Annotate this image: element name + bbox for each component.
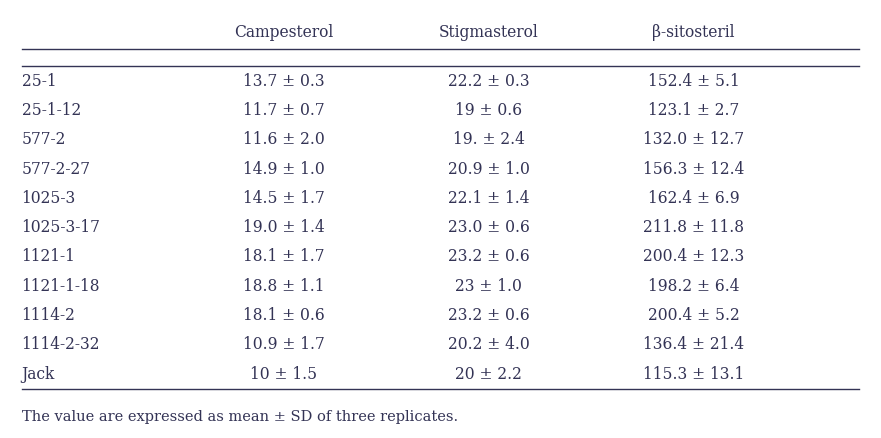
- Text: 132.0 ± 12.7: 132.0 ± 12.7: [643, 131, 744, 148]
- Text: 211.8 ± 11.8: 211.8 ± 11.8: [643, 219, 744, 236]
- Text: β-sitosteril: β-sitosteril: [652, 24, 735, 41]
- Text: 20 ± 2.2: 20 ± 2.2: [455, 366, 522, 382]
- Text: 25-1: 25-1: [22, 73, 56, 90]
- Text: 200.4 ± 12.3: 200.4 ± 12.3: [643, 248, 744, 265]
- Text: 22.1 ± 1.4: 22.1 ± 1.4: [448, 190, 529, 207]
- Text: 20.2 ± 4.0: 20.2 ± 4.0: [448, 336, 529, 353]
- Text: 1121-1-18: 1121-1-18: [22, 278, 100, 295]
- Text: 198.2 ± 6.4: 198.2 ± 6.4: [648, 278, 739, 295]
- Text: 1114-2: 1114-2: [22, 307, 76, 324]
- Text: 1121-1: 1121-1: [22, 248, 76, 265]
- Text: 23.2 ± 0.6: 23.2 ± 0.6: [448, 248, 529, 265]
- Text: The value are expressed as mean ± SD of three replicates.: The value are expressed as mean ± SD of …: [22, 410, 458, 424]
- Text: Jack: Jack: [22, 366, 55, 382]
- Text: 19 ± 0.6: 19 ± 0.6: [455, 102, 522, 119]
- Text: 123.1 ± 2.7: 123.1 ± 2.7: [648, 102, 739, 119]
- Text: 18.1 ± 1.7: 18.1 ± 1.7: [242, 248, 324, 265]
- Text: 200.4 ± 5.2: 200.4 ± 5.2: [648, 307, 739, 324]
- Text: 1114-2-32: 1114-2-32: [22, 336, 100, 353]
- Text: 13.7 ± 0.3: 13.7 ± 0.3: [242, 73, 324, 90]
- Text: 20.9 ± 1.0: 20.9 ± 1.0: [448, 160, 529, 177]
- Text: 152.4 ± 5.1: 152.4 ± 5.1: [648, 73, 739, 90]
- Text: 115.3 ± 13.1: 115.3 ± 13.1: [643, 366, 744, 382]
- Text: 19. ± 2.4: 19. ± 2.4: [453, 131, 524, 148]
- Text: 10.9 ± 1.7: 10.9 ± 1.7: [242, 336, 324, 353]
- Text: 22.2 ± 0.3: 22.2 ± 0.3: [448, 73, 529, 90]
- Text: 25-1-12: 25-1-12: [22, 102, 81, 119]
- Text: 577-2: 577-2: [22, 131, 66, 148]
- Text: 14.9 ± 1.0: 14.9 ± 1.0: [242, 160, 324, 177]
- Text: 19.0 ± 1.4: 19.0 ± 1.4: [242, 219, 324, 236]
- Text: 1025-3: 1025-3: [22, 190, 76, 207]
- Text: 18.1 ± 0.6: 18.1 ± 0.6: [242, 307, 324, 324]
- Text: 23.0 ± 0.6: 23.0 ± 0.6: [448, 219, 529, 236]
- Text: 136.4 ± 21.4: 136.4 ± 21.4: [643, 336, 744, 353]
- Text: 11.7 ± 0.7: 11.7 ± 0.7: [242, 102, 324, 119]
- Text: 23.2 ± 0.6: 23.2 ± 0.6: [448, 307, 529, 324]
- Text: 23 ± 1.0: 23 ± 1.0: [455, 278, 522, 295]
- Text: Stigmasterol: Stigmasterol: [439, 24, 538, 41]
- Text: 162.4 ± 6.9: 162.4 ± 6.9: [648, 190, 739, 207]
- Text: 1025-3-17: 1025-3-17: [22, 219, 100, 236]
- Text: 18.8 ± 1.1: 18.8 ± 1.1: [242, 278, 324, 295]
- Text: Campesterol: Campesterol: [233, 24, 333, 41]
- Text: 10 ± 1.5: 10 ± 1.5: [250, 366, 317, 382]
- Text: 577-2-27: 577-2-27: [22, 160, 91, 177]
- Text: 14.5 ± 1.7: 14.5 ± 1.7: [242, 190, 324, 207]
- Text: 11.6 ± 2.0: 11.6 ± 2.0: [242, 131, 324, 148]
- Text: 156.3 ± 12.4: 156.3 ± 12.4: [643, 160, 744, 177]
